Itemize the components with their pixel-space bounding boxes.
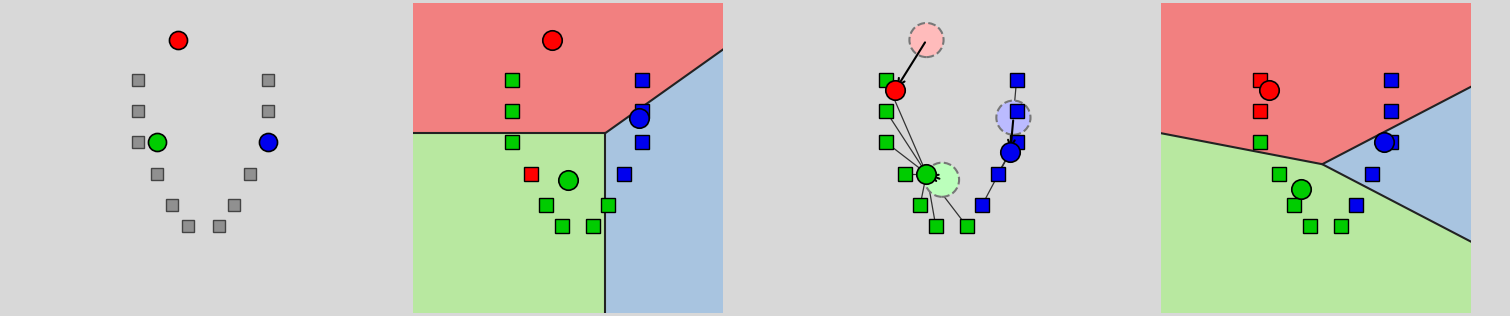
Polygon shape [412,3,723,133]
Polygon shape [606,49,723,313]
Polygon shape [412,133,606,313]
Polygon shape [1161,3,1471,164]
Circle shape [909,23,944,57]
Circle shape [997,100,1030,135]
Polygon shape [1323,87,1471,242]
Polygon shape [1161,133,1471,313]
Circle shape [926,163,959,197]
